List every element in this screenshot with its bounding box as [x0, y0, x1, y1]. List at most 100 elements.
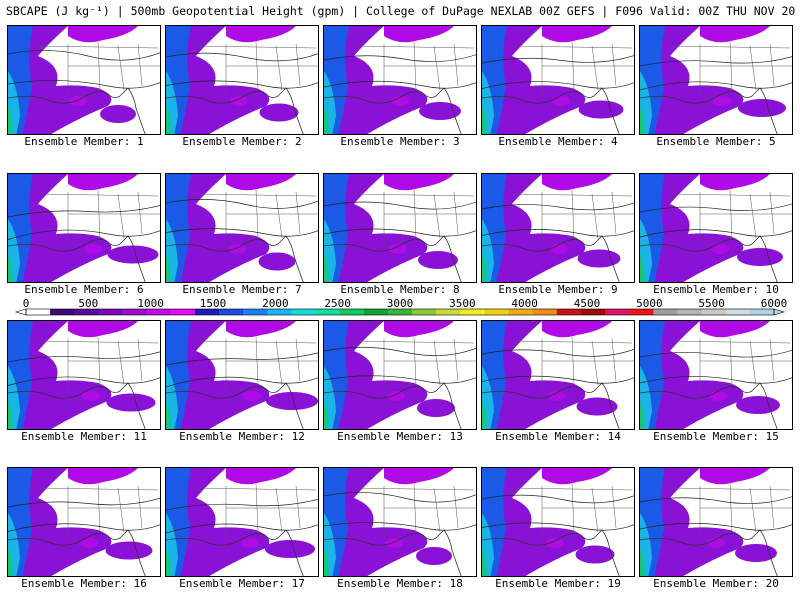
map	[324, 321, 476, 429]
ensemble-member-map	[639, 320, 793, 430]
colorbar-swatch	[580, 309, 606, 315]
colorbar-swatch	[701, 309, 727, 315]
ensemble-member-map	[323, 173, 477, 283]
map	[640, 174, 792, 282]
colorbar-tick-label: 3500	[449, 297, 476, 310]
ensemble-member-label: Ensemble Member: 10	[653, 283, 779, 296]
colorbar-swatch	[484, 309, 510, 315]
ensemble-member-map	[7, 467, 161, 577]
ensemble-member-map	[165, 467, 319, 577]
ensemble-member-map	[323, 467, 477, 577]
colorbar-tick-label: 2000	[262, 297, 289, 310]
ensemble-member-map	[639, 467, 793, 577]
ensemble-member-map	[165, 173, 319, 283]
ensemble-member-map	[323, 320, 477, 430]
map	[8, 321, 160, 429]
colorbar-swatch	[339, 309, 365, 315]
colorbar-tick-label: 1500	[199, 297, 227, 310]
map	[8, 468, 160, 576]
ensemble-member-label: Ensemble Member: 13	[337, 430, 463, 443]
colorbar-swatch	[412, 309, 437, 315]
colorbar-tick-label: 6000	[760, 297, 788, 310]
ensemble-member-label: Ensemble Member: 16	[21, 577, 147, 590]
colorbar-tick-label: 0	[22, 297, 30, 310]
colorbar-tick-label: 5500	[698, 297, 725, 310]
ensemble-member-label: Ensemble Member: 14	[495, 430, 621, 443]
ensemble-member-label: Ensemble Member: 7	[182, 283, 302, 296]
colorbar-swatch	[556, 309, 582, 315]
colorbar-swatch	[267, 309, 292, 315]
colorbar-swatch	[653, 309, 678, 315]
colorbar-swatch	[26, 309, 51, 315]
ensemble-member-map	[7, 320, 161, 430]
colorbar-swatch	[291, 309, 317, 315]
colorbar-swatch	[725, 309, 751, 315]
ensemble-member-label: Ensemble Member: 3	[340, 135, 460, 148]
colorbar-swatch	[677, 309, 703, 315]
colorbar-tick-label: 1000	[137, 297, 164, 310]
colorbar-swatch	[460, 309, 485, 315]
ensemble-member-label: Ensemble Member: 9	[498, 283, 618, 296]
ensemble-member-label: Ensemble Member: 20	[653, 577, 779, 590]
map	[324, 468, 476, 576]
ensemble-member-label: Ensemble Member: 4	[498, 135, 618, 148]
colorbar-swatch	[146, 309, 172, 315]
colorbar-swatch	[508, 309, 534, 315]
ensemble-member-map	[7, 25, 161, 135]
colorbar-swatch	[315, 309, 341, 315]
colorbar-swatch	[122, 309, 148, 315]
colorbar-swatch	[749, 309, 775, 315]
ensemble-member-label: Ensemble Member: 15	[653, 430, 779, 443]
colorbar-swatch	[98, 309, 124, 315]
ensemble-member-label: Ensemble Member: 5	[656, 135, 776, 148]
page-title: SBCAPE (J kg⁻¹) | 500mb Geopotential Hei…	[6, 4, 800, 18]
ensemble-member-label: Ensemble Member: 1	[24, 135, 144, 148]
ensemble-member-map	[7, 173, 161, 283]
colorbar-tick-label: 500	[78, 297, 99, 310]
ensemble-member-map	[481, 320, 635, 430]
colorbar-swatch	[194, 309, 220, 315]
ensemble-member-label: Ensemble Member: 11	[21, 430, 147, 443]
colorbar-swatch	[629, 309, 654, 315]
map	[166, 174, 318, 282]
ensemble-member-label: Ensemble Member: 19	[495, 577, 621, 590]
map	[166, 321, 318, 429]
map	[640, 321, 792, 429]
ensemble-member-label: Ensemble Member: 12	[179, 430, 305, 443]
ensemble-member-label: Ensemble Member: 6	[24, 283, 144, 296]
map	[640, 468, 792, 576]
map	[8, 26, 160, 134]
colorbar-tick-label: 4000	[511, 297, 538, 310]
ensemble-member-map	[639, 173, 793, 283]
map	[482, 174, 634, 282]
colorbar-swatch	[243, 309, 268, 315]
map	[166, 468, 318, 576]
colorbar-swatch	[436, 309, 461, 315]
colorbar	[14, 308, 786, 316]
map	[166, 26, 318, 134]
colorbar-swatch	[532, 309, 558, 315]
colorbar-tick-label: 3000	[386, 297, 414, 310]
colorbar-swatch	[605, 309, 630, 315]
ensemble-member-map	[481, 25, 635, 135]
map	[482, 321, 634, 429]
colorbar-swatch	[387, 309, 413, 315]
ensemble-member-map	[481, 173, 635, 283]
colorbar-tick-label: 2500	[324, 297, 351, 310]
map	[324, 174, 476, 282]
map	[8, 174, 160, 282]
colorbar-tick-label: 5000	[636, 297, 663, 310]
colorbar-swatch	[363, 309, 389, 315]
colorbar-swatch	[74, 309, 99, 315]
ensemble-member-label: Ensemble Member: 2	[182, 135, 302, 148]
colorbar-tick-label: 4500	[573, 297, 601, 310]
map	[482, 468, 634, 576]
map	[640, 26, 792, 134]
ensemble-member-map	[165, 25, 319, 135]
colorbar-swatch	[219, 309, 244, 315]
ensemble-member-map	[165, 320, 319, 430]
map	[482, 26, 634, 134]
colorbar-swatch	[170, 309, 196, 315]
map	[324, 26, 476, 134]
ensemble-member-label: Ensemble Member: 18	[337, 577, 463, 590]
